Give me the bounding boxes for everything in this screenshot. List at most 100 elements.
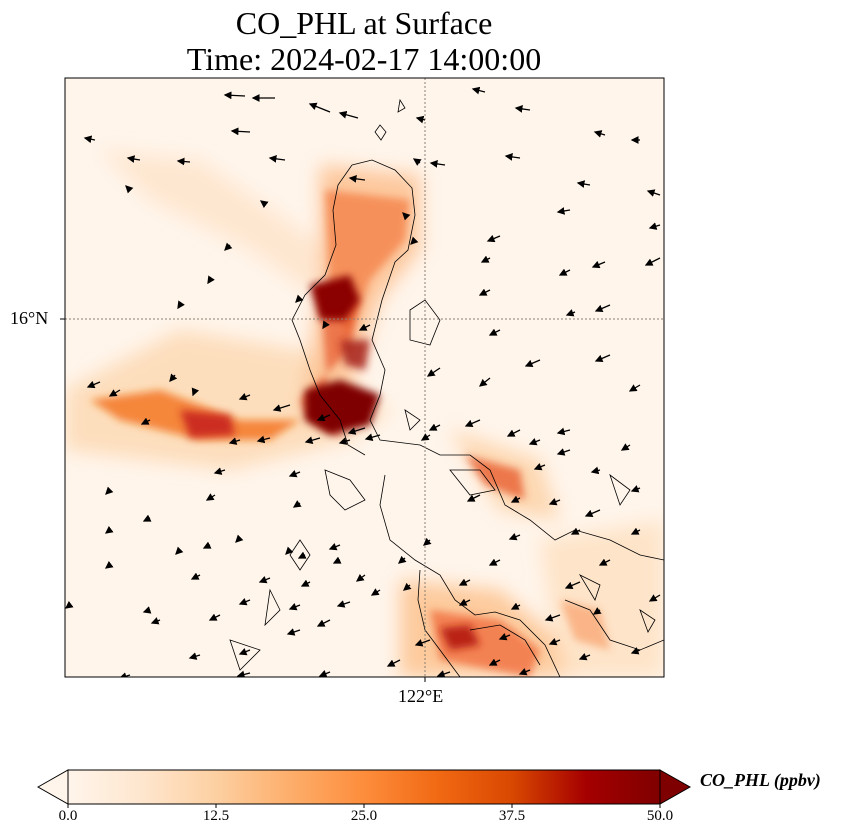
wind-arrow <box>316 413 331 422</box>
wind-arrow <box>423 537 432 546</box>
map-time-subtitle: Time: 2024-02-17 14:00:00 <box>186 41 542 77</box>
wind-arrow <box>506 429 521 437</box>
wind-arrow <box>205 493 216 501</box>
wind-arrow <box>268 154 286 163</box>
wind-arrow <box>420 433 431 441</box>
wind-arrow <box>86 380 101 389</box>
wind-arrow <box>471 86 486 95</box>
wind-arrow <box>556 448 571 456</box>
wind-arrow <box>592 607 602 615</box>
wind-arrow <box>176 157 191 166</box>
wind-arrow <box>108 389 121 397</box>
wind-arrow <box>486 234 501 243</box>
wind-arrow <box>498 632 511 641</box>
wind-arrow <box>548 637 561 646</box>
wind-arrow <box>370 588 381 596</box>
wind-arrow <box>544 614 561 622</box>
wind-arrow <box>620 443 631 451</box>
wind-arrow <box>190 572 201 580</box>
wind-arrow <box>328 542 341 551</box>
wind-arrow <box>429 160 446 168</box>
wind-arrow <box>238 392 251 401</box>
wind-arrow <box>169 373 178 382</box>
colorbar-gradient <box>67 769 661 805</box>
wind-arrow <box>428 423 441 431</box>
map-frame <box>64 77 665 678</box>
wind-arrow <box>238 597 251 606</box>
colorbar-tick-label: 37.5 <box>498 808 526 824</box>
wind-arrow <box>591 260 606 269</box>
wind-arrow <box>213 467 226 475</box>
wind-arrow <box>510 495 521 503</box>
map-panel <box>60 77 665 682</box>
wind-arrow <box>188 652 201 660</box>
latitude-tick-label: 16°N <box>10 308 49 328</box>
wind-arrow <box>630 527 641 535</box>
wind-arrow <box>524 359 541 368</box>
wind-arrow <box>514 105 531 113</box>
wind-arrow <box>578 652 591 661</box>
wind-arrow <box>412 158 422 166</box>
colorbar-tick-label: 0.0 <box>58 808 78 824</box>
wind-arrow <box>355 573 366 582</box>
wind-arrow <box>398 555 407 564</box>
wind-arrow <box>415 115 426 124</box>
wind-arrow <box>528 437 541 446</box>
wind-arrow <box>488 558 501 566</box>
wind-arrow <box>630 647 641 655</box>
wind-arrow <box>386 659 401 667</box>
map-area <box>65 78 664 677</box>
wind-arrow <box>436 670 451 677</box>
wind-arrow <box>584 509 601 518</box>
coastlines <box>229 98 664 677</box>
wind-arrow <box>295 294 304 303</box>
wind-arrow <box>308 102 331 113</box>
wind-arrow <box>300 579 311 587</box>
colorbar-tick-label: 25.0 <box>350 808 378 824</box>
wind-arrow <box>348 174 366 183</box>
wind-arrow <box>594 354 611 363</box>
wind-arrow <box>338 110 359 119</box>
wind-arrow <box>410 236 419 245</box>
wind-arrow <box>230 127 251 136</box>
wind-arrow <box>150 617 161 625</box>
wind-arrow <box>565 309 576 317</box>
wind-arrow <box>236 670 251 677</box>
wind-arrow <box>332 556 342 564</box>
wind-arrow <box>518 667 531 676</box>
wind-arrow <box>288 469 301 478</box>
wind-arrow <box>83 135 96 144</box>
wind-arrow <box>488 328 501 336</box>
wind-arrow <box>598 558 611 566</box>
wind-arrow <box>576 180 591 188</box>
wind-arrow <box>105 486 114 495</box>
wind-arrow <box>175 546 184 555</box>
wind-arrow <box>235 534 244 543</box>
wind-arrow <box>403 582 412 591</box>
wind-arrow <box>458 598 471 606</box>
wind-arrow <box>504 153 521 161</box>
wind-arrow <box>648 594 661 602</box>
wind-arrow <box>238 647 251 656</box>
wind-arrow <box>630 485 641 493</box>
wind-arrow <box>207 275 215 285</box>
wind-arrow <box>533 462 546 471</box>
wind-arrow <box>316 619 331 627</box>
colorbar-tick-label: 50.0 <box>646 808 674 824</box>
wind-arrow <box>510 602 521 610</box>
wind-arrow <box>256 435 271 444</box>
wind-arrow <box>297 551 307 559</box>
wind-arrow <box>458 578 471 586</box>
wind-arrow <box>140 417 151 425</box>
wind-arrow <box>285 546 294 555</box>
wind-arrow <box>228 437 241 445</box>
wind-arrow <box>648 222 661 230</box>
colorbar-max-extend <box>659 769 692 805</box>
wind-arrow <box>364 433 381 441</box>
wind-arrow <box>125 185 134 194</box>
wind-arrow <box>488 658 501 666</box>
wind-arrow <box>646 189 661 197</box>
wind-arrow <box>126 155 141 163</box>
map-title: CO_PHL at Surface <box>235 5 493 41</box>
colorbar-min-extend <box>36 769 69 805</box>
